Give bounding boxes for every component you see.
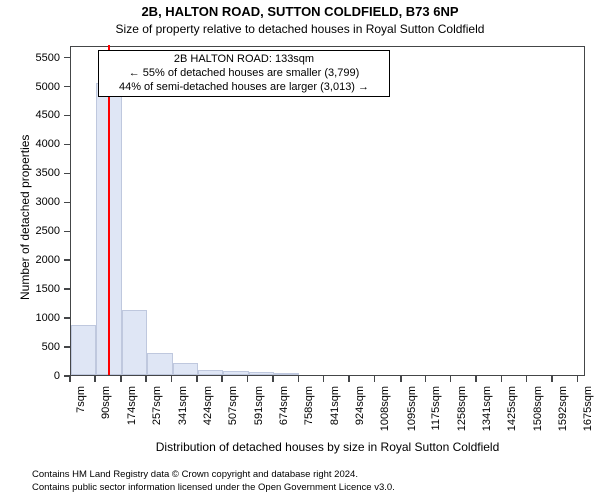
- x-tick-label: 1095sqm: [406, 386, 418, 441]
- x-tick-mark: [577, 376, 579, 382]
- y-tick-label: 500: [0, 341, 60, 353]
- x-tick-mark: [475, 376, 477, 382]
- x-tick-mark: [221, 376, 223, 382]
- x-tick-label: 924sqm: [354, 386, 366, 441]
- x-tick-mark: [450, 376, 452, 382]
- x-tick-label: 841sqm: [329, 386, 341, 441]
- x-tick-label: 90sqm: [100, 386, 112, 441]
- x-tick-mark: [374, 376, 376, 382]
- y-tick-label: 1000: [0, 312, 60, 324]
- x-tick-label: 1675sqm: [582, 386, 594, 441]
- x-tick-label: 1592sqm: [557, 386, 569, 441]
- annotation-line: 44% of semi-detached houses are larger (…: [105, 81, 383, 95]
- footer-line: Contains HM Land Registry data © Crown c…: [32, 469, 395, 481]
- x-tick-mark: [171, 376, 173, 382]
- histogram-bar: [173, 363, 198, 375]
- x-axis-label: Distribution of detached houses by size …: [70, 440, 585, 454]
- x-tick-mark: [526, 376, 528, 382]
- histogram-bar: [249, 372, 274, 375]
- x-tick-label: 1508sqm: [532, 386, 544, 441]
- x-tick-label: 1425sqm: [506, 386, 518, 441]
- x-tick-mark: [247, 376, 249, 382]
- x-tick-mark: [298, 376, 300, 382]
- annotation-line: ← 55% of detached houses are smaller (3,…: [105, 67, 383, 81]
- page-title: 2B, HALTON ROAD, SUTTON COLDFIELD, B73 6…: [0, 4, 600, 20]
- y-tick-label: 0: [0, 370, 60, 382]
- x-tick-label: 1341sqm: [481, 386, 493, 441]
- y-tick-label: 5500: [0, 52, 60, 64]
- x-tick-mark: [348, 376, 350, 382]
- x-tick-mark: [425, 376, 427, 382]
- x-tick-label: 1258sqm: [456, 386, 468, 441]
- y-tick-label: 4500: [0, 109, 60, 121]
- x-tick-label: 424sqm: [202, 386, 214, 441]
- x-tick-label: 674sqm: [278, 386, 290, 441]
- y-tick-label: 4000: [0, 138, 60, 150]
- y-tick-label: 2500: [0, 225, 60, 237]
- histogram-bar: [198, 370, 223, 376]
- y-tick-label: 3500: [0, 167, 60, 179]
- x-tick-mark: [145, 376, 147, 382]
- x-tick-label: 591sqm: [253, 386, 265, 441]
- y-tick-label: 3000: [0, 196, 60, 208]
- annotation-box: 2B HALTON ROAD: 133sqm ← 55% of detached…: [98, 50, 390, 97]
- x-tick-mark: [501, 376, 503, 382]
- y-axis-label: Number of detached properties: [18, 135, 32, 300]
- histogram-bar: [223, 371, 249, 375]
- annotation-line: 2B HALTON ROAD: 133sqm: [105, 53, 383, 67]
- page-subtitle: Size of property relative to detached ho…: [0, 22, 600, 36]
- x-tick-label: 174sqm: [126, 386, 138, 441]
- x-tick-label: 341sqm: [177, 386, 189, 441]
- footer-line: Contains public sector information licen…: [32, 482, 395, 494]
- x-tick-mark: [551, 376, 553, 382]
- x-tick-mark: [94, 376, 96, 382]
- histogram-bar: [274, 373, 300, 375]
- x-tick-mark: [69, 376, 71, 382]
- x-tick-mark: [272, 376, 274, 382]
- x-tick-label: 1008sqm: [379, 386, 391, 441]
- histogram-bar: [71, 325, 96, 375]
- y-tick-label: 5000: [0, 81, 60, 93]
- x-tick-label: 507sqm: [227, 386, 239, 441]
- chart-container: 2B, HALTON ROAD, SUTTON COLDFIELD, B73 6…: [0, 0, 600, 500]
- y-tick-label: 2000: [0, 254, 60, 266]
- x-tick-label: 7sqm: [75, 386, 87, 441]
- x-tick-label: 758sqm: [303, 386, 315, 441]
- x-tick-label: 257sqm: [151, 386, 163, 441]
- y-tick-label: 1500: [0, 283, 60, 295]
- x-tick-mark: [120, 376, 122, 382]
- histogram-bar: [147, 353, 173, 375]
- x-tick-mark: [196, 376, 198, 382]
- x-tick-mark: [323, 376, 325, 382]
- histogram-bar: [122, 310, 147, 375]
- x-tick-label: 1175sqm: [430, 386, 442, 441]
- footer-credits: Contains HM Land Registry data © Crown c…: [32, 469, 395, 494]
- x-tick-mark: [400, 376, 402, 382]
